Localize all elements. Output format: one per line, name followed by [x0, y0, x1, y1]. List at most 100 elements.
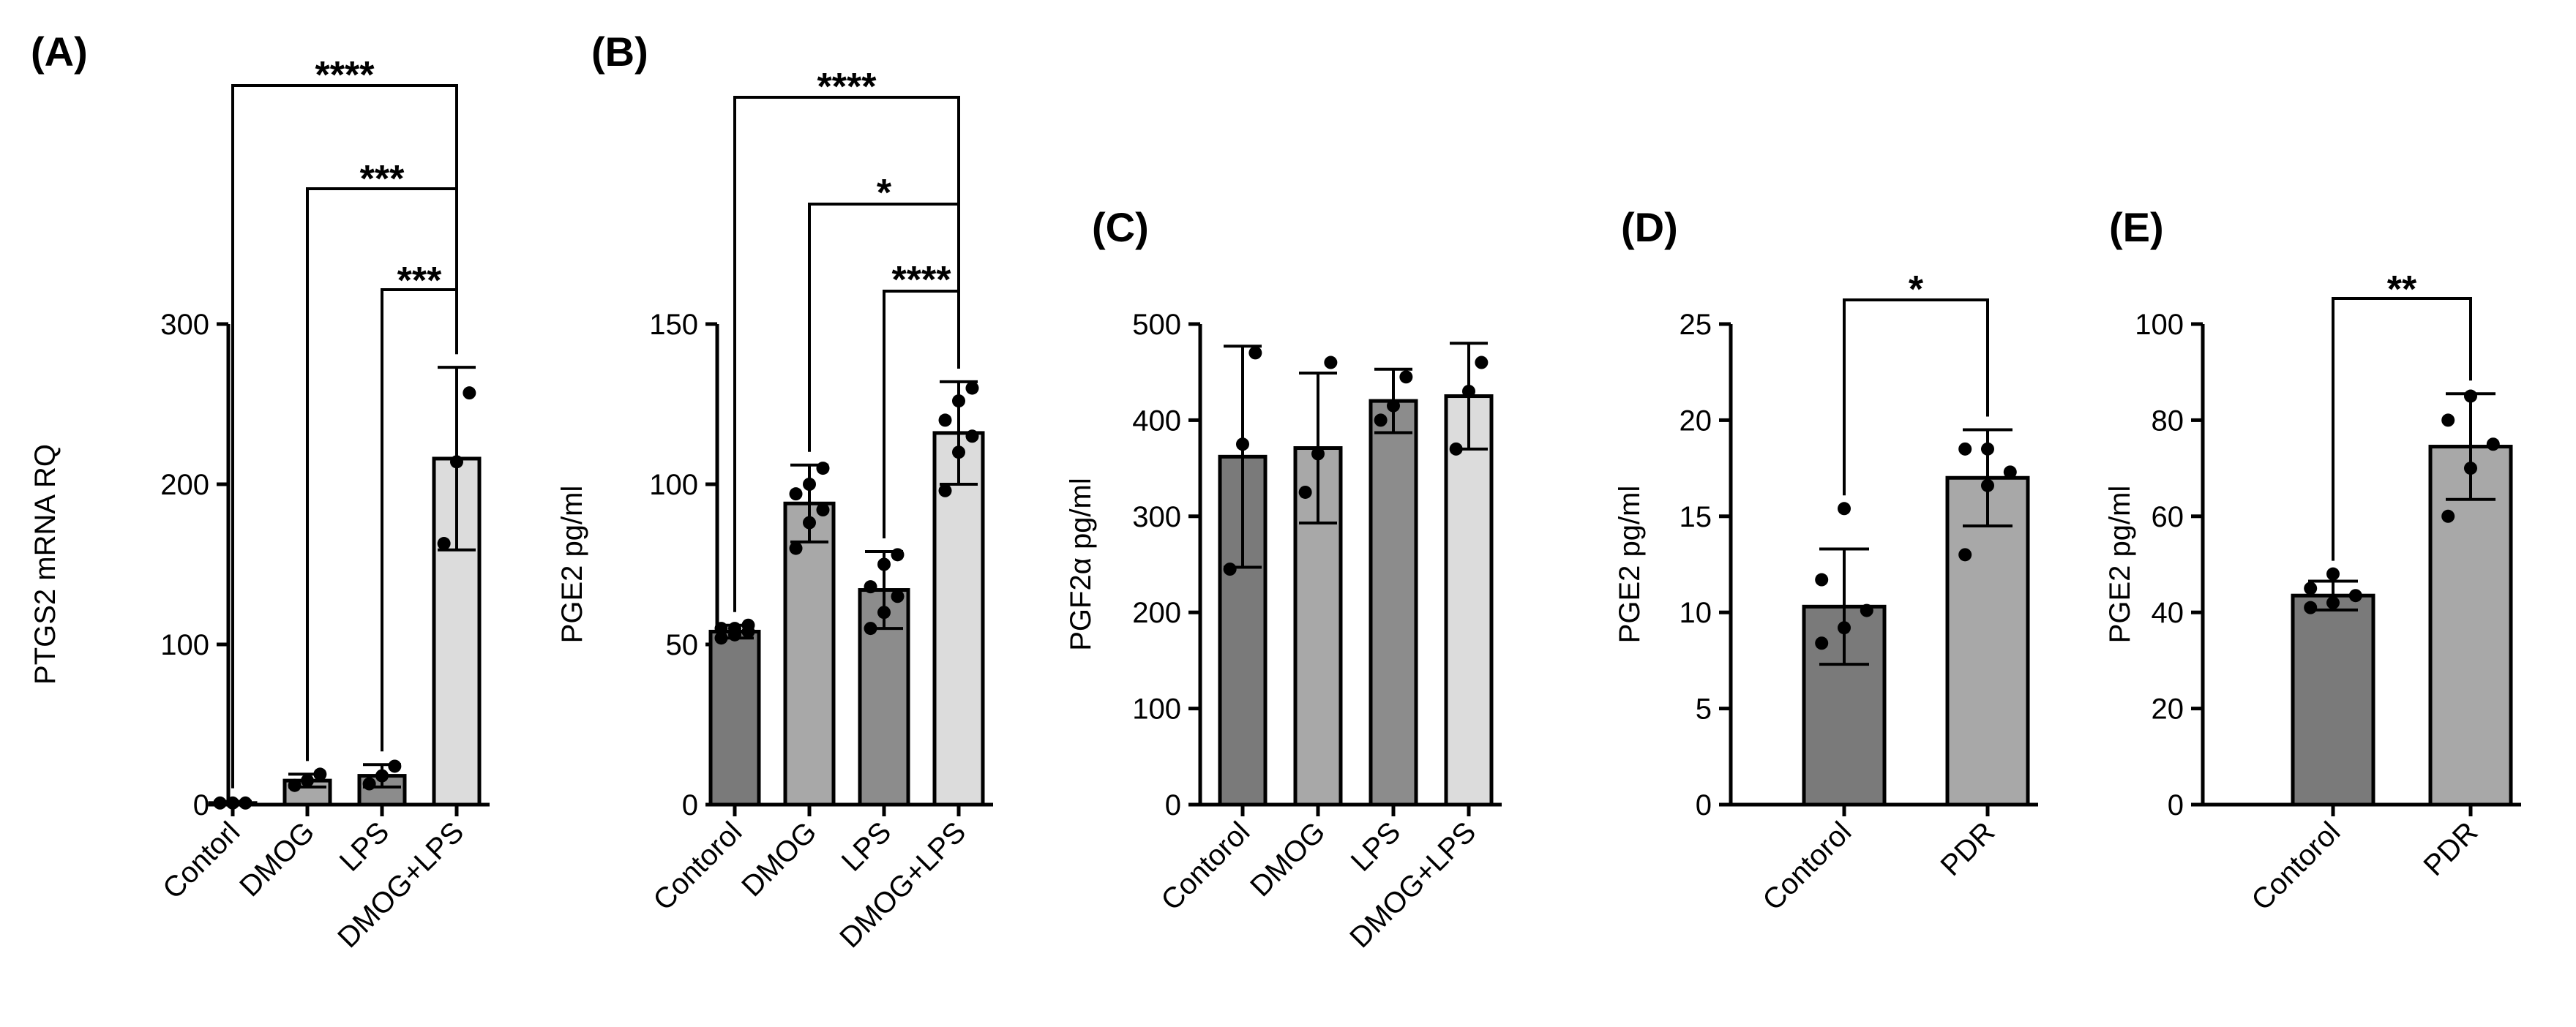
y-tick-label: 200 [1132, 597, 1181, 629]
y-tick-label: 400 [1132, 405, 1181, 437]
category-label: LPS [1345, 816, 1407, 878]
data-point [313, 767, 327, 781]
data-point [803, 516, 816, 530]
significance-bracket [381, 288, 458, 752]
data-point [1449, 442, 1463, 456]
data-point [891, 590, 905, 603]
significance-bracket [1843, 298, 1989, 496]
data-point [1399, 370, 1413, 384]
data-point [877, 606, 891, 620]
data-point [789, 541, 803, 555]
data-point [938, 484, 952, 497]
category-label: Contorol [1756, 816, 1857, 917]
y-tick-label: 80 [2152, 405, 2184, 437]
data-point [375, 769, 389, 783]
data-point [1311, 447, 1325, 461]
data-point [2486, 437, 2500, 451]
data-point [728, 622, 741, 636]
data-point [437, 537, 451, 551]
data-point [1981, 478, 1994, 492]
data-point [1223, 563, 1237, 576]
data-point [952, 445, 965, 459]
panel-letter: (C) [1092, 204, 1149, 250]
category-label: DMOG [1244, 816, 1331, 903]
data-point [2464, 462, 2477, 475]
significance-bracket [231, 84, 458, 789]
data-point [2348, 589, 2362, 603]
y-tick-label: 150 [649, 309, 698, 341]
data-point [877, 557, 891, 571]
data-point [2304, 601, 2318, 614]
data-point [2326, 567, 2340, 581]
significance-label: *** [397, 260, 442, 302]
y-axis-label: PGE2 pg/ml [1614, 486, 1646, 644]
data-point [816, 503, 830, 517]
significance-bracket [883, 290, 960, 538]
significance-label: **** [817, 66, 877, 108]
data-point [1236, 437, 1249, 451]
category-label: PDR [2418, 816, 2485, 882]
data-point [864, 580, 877, 594]
category-label: LPS [836, 816, 898, 878]
y-tick-label: 10 [1680, 597, 1712, 629]
y-tick-label: 0 [2168, 789, 2184, 821]
y-tick-label: 100 [649, 469, 698, 501]
data-point [450, 455, 463, 469]
category-label: DMOG [233, 816, 321, 903]
data-point [1248, 346, 1262, 360]
data-point [803, 478, 816, 491]
y-tick-label: 60 [2152, 501, 2184, 533]
y-axis-label: PGE2 pg/ml [2104, 486, 2136, 644]
y-tick-label: 300 [160, 309, 209, 341]
y-tick-label: 20 [1680, 405, 1712, 437]
data-point [714, 631, 728, 645]
category-label: Contorol [1155, 816, 1256, 917]
data-point [288, 778, 302, 792]
bar [708, 629, 761, 807]
data-point [1958, 442, 1972, 456]
category-label: PDR [1935, 816, 2002, 882]
significance-bracket [2332, 297, 2472, 561]
data-point [1981, 442, 1994, 456]
data-point [1838, 502, 1851, 516]
y-tick-label: 0 [682, 789, 698, 821]
panel-letter: (A) [31, 29, 88, 75]
data-point [1815, 636, 1829, 650]
data-point [2326, 596, 2340, 610]
bar [1444, 394, 1494, 807]
category-label: LPS [334, 816, 396, 878]
significance-label: **** [892, 259, 952, 301]
y-tick-label: 200 [160, 469, 209, 501]
data-point [1462, 384, 1475, 398]
data-point [965, 429, 979, 443]
significance-label: *** [360, 158, 405, 200]
y-tick-label: 500 [1132, 309, 1181, 341]
data-point [864, 622, 877, 636]
significance-label: * [877, 172, 892, 214]
y-tick-label: 300 [1132, 501, 1181, 533]
y-axis-label: PTGS2 mRNA RQ [29, 444, 61, 685]
data-point [388, 759, 402, 773]
category-label: Contorl [157, 816, 246, 905]
data-point [362, 777, 376, 791]
y-axis-label: PGF2α pg/ml [1065, 478, 1097, 651]
panel-c: (C) 0 100 200 300 400 500 PGF2α pg/ml ContorolDM… [1065, 204, 1502, 954]
bar [1368, 399, 1418, 807]
data-point [1387, 399, 1400, 413]
bar [1945, 475, 2030, 807]
data-point [741, 618, 755, 632]
category-label: Contorol [647, 816, 748, 917]
y-tick-label: 0 [193, 789, 209, 821]
data-point [2441, 413, 2455, 427]
data-point [301, 774, 314, 788]
y-tick-label: 15 [1680, 501, 1712, 533]
data-point [965, 381, 979, 395]
significance-bracket [808, 203, 960, 452]
y-tick-label: 40 [2152, 597, 2184, 629]
panel-letter: (B) [591, 29, 648, 75]
data-point [1815, 573, 1829, 587]
data-point [2441, 509, 2455, 523]
